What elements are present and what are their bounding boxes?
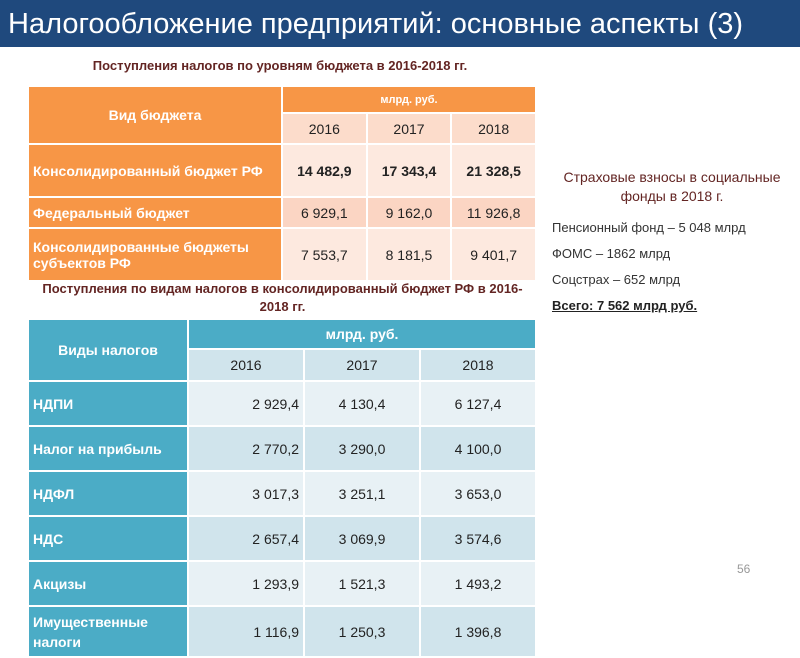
row-label: Акцизы <box>29 562 187 605</box>
cell: 6 929,1 <box>283 198 366 227</box>
header-tax-type: Виды налогов <box>29 320 187 380</box>
cell: 9 162,0 <box>367 198 451 227</box>
cell: 3 251,1 <box>305 472 419 515</box>
cell: 3 574,6 <box>421 517 535 560</box>
table2-caption: Поступления по видам налогов в консолиди… <box>42 281 523 314</box>
insurance-item: Пенсионный фонд – 5 048 млрд <box>552 220 746 235</box>
cell: 2 929,4 <box>189 382 303 425</box>
header-year: 2018 <box>452 114 535 143</box>
cell: 1 250,3 <box>305 607 419 656</box>
row-label: НДПИ <box>29 382 187 425</box>
cell: 14 482,9 <box>283 145 366 196</box>
cell: 3 069,9 <box>305 517 419 560</box>
table-row: Консолидированный бюджет РФ 14 482,9 17 34… <box>29 145 535 196</box>
row-label: Консолидированный бюджет РФ <box>29 145 281 196</box>
cell: 4 100,0 <box>421 427 535 470</box>
cell: 6 127,4 <box>421 382 535 425</box>
header-year: 2016 <box>283 114 366 143</box>
row-label: Консолидированные бюджеты субъектов РФ <box>29 229 281 280</box>
row-label: НДФЛ <box>29 472 187 515</box>
header-unit: млрд. руб. <box>189 320 535 348</box>
header-year: 2016 <box>189 350 303 380</box>
table-row: Консолидированные бюджеты субъектов РФ 7 … <box>29 229 535 280</box>
cell: 1 116,9 <box>189 607 303 656</box>
header-year: 2017 <box>367 114 451 143</box>
cell: 2 657,4 <box>189 517 303 560</box>
cell: 1 521,3 <box>305 562 419 605</box>
row-label: Налог на прибыль <box>29 427 187 470</box>
insurance-contributions: Страховые взносы в социальные фонды в 20… <box>552 168 792 319</box>
insurance-item: ФОМС – 1862 млрд <box>552 246 671 261</box>
cell: 9 401,7 <box>452 229 535 280</box>
header-year: 2017 <box>305 350 419 380</box>
cell: 17 343,4 <box>367 145 451 196</box>
header-year: 2018 <box>421 350 535 380</box>
row-label: НДС <box>29 517 187 560</box>
header-unit: млрд. руб. <box>283 87 535 112</box>
cell: 7 553,7 <box>283 229 366 280</box>
table-row: Акцизы 1 293,9 1 521,3 1 493,2 <box>29 562 535 605</box>
table-row: Федеральный бюджет 6 929,1 9 162,0 11 926,8 <box>29 198 535 227</box>
table-row: Налог на прибыль 2 770,2 3 290,0 4 100,0 <box>29 427 535 470</box>
cell: 4 130,4 <box>305 382 419 425</box>
table-row: НДПИ 2 929,4 4 130,4 6 127,4 <box>29 382 535 425</box>
cell: 11 926,8 <box>452 198 535 227</box>
cell: 3 017,3 <box>189 472 303 515</box>
cell: 3 653,0 <box>421 472 535 515</box>
row-label: Имущественные налоги <box>29 607 187 656</box>
insurance-heading: Страховые взносы в социальные фонды в 20… <box>563 169 781 204</box>
row-label: Федеральный бюджет <box>29 198 281 227</box>
table-row: Имущественные налоги 1 116,9 1 250,3 1 396,… <box>29 607 535 656</box>
cell: 1 396,8 <box>421 607 535 656</box>
insurance-total: Всего: 7 562 млрд руб. <box>552 298 698 313</box>
insurance-item: Соцстрах – 652 млрд <box>552 272 681 287</box>
slide-title: Налогообложение предприятий: основные ас… <box>0 0 800 47</box>
page-number: 56 <box>737 562 751 576</box>
cell: 3 290,0 <box>305 427 419 470</box>
cell: 21 328,5 <box>452 145 535 196</box>
cell: 2 770,2 <box>189 427 303 470</box>
table-row: НДФЛ 3 017,3 3 251,1 3 653,0 <box>29 472 535 515</box>
table-row: НДС 2 657,4 3 069,9 3 574,6 <box>29 517 535 560</box>
cell: 8 181,5 <box>367 229 451 280</box>
tax-types-table: Виды налогов млрд. руб. 2016 2017 2018 НДП… <box>27 318 537 658</box>
table1-caption: Поступления налогов по уровням бюджета в… <box>92 58 468 73</box>
header-budget-type: Вид бюджета <box>29 87 281 143</box>
budget-levels-table: Вид бюджета млрд. руб. 2016 2017 2018 Конс… <box>27 85 537 282</box>
cell: 1 293,9 <box>189 562 303 605</box>
cell: 1 493,2 <box>421 562 535 605</box>
